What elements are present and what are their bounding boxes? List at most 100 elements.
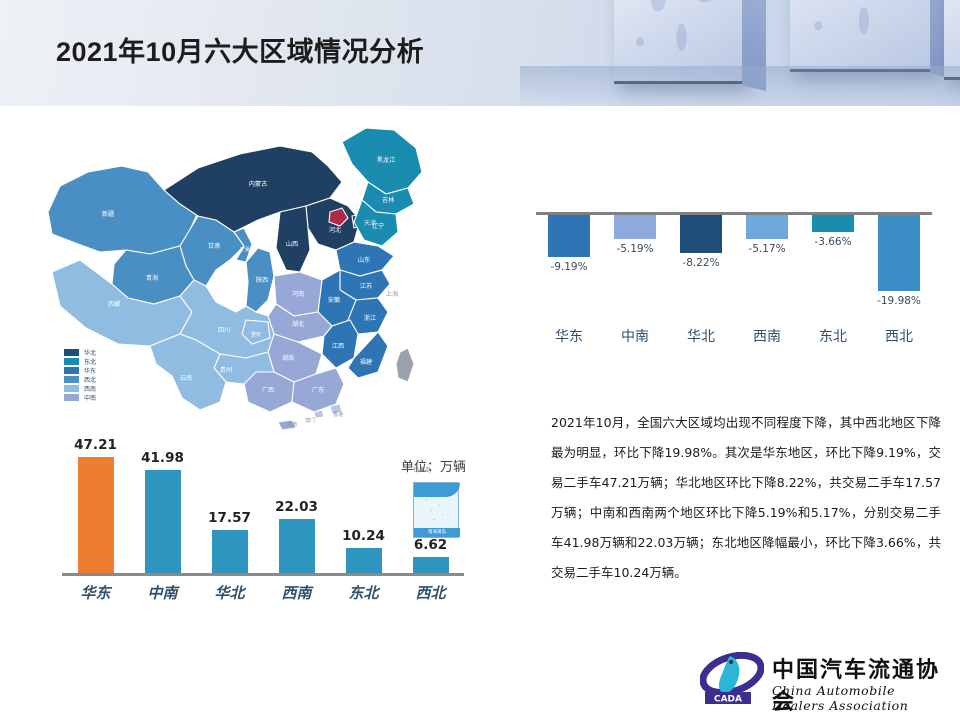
south-china-sea-inset: 南海诸岛 (413, 482, 460, 538)
map-label-guangxi: 广西 (262, 386, 274, 394)
map-label-tibet: 西藏 (108, 300, 120, 308)
volume-category-label: 东北 (348, 584, 379, 602)
slide-header: 2021年10月六大区域情况分析 (0, 0, 960, 106)
map-label-yunnan: 云南 (180, 374, 192, 382)
province-chongqing (241, 319, 271, 345)
mom-change-chart: -9.19% -5.19% -8.22% -5.17% -3.66% -19.9… (528, 196, 940, 346)
cube-world-map-texture (790, 0, 932, 69)
mom-bar[interactable] (878, 215, 920, 291)
province-hainan (277, 419, 297, 430)
volume-category-label: 西北 (415, 584, 446, 602)
legend-item: 华北 (64, 348, 96, 357)
map-label-guangdong: 广东 (312, 386, 324, 394)
mom-bar-value: -5.19% (616, 243, 654, 255)
map-label-shanxi: 山西 (286, 240, 298, 248)
mom-bar-group: -5.17% (734, 215, 800, 319)
mom-bar[interactable] (680, 215, 722, 253)
map-label-shandong: 山东 (358, 256, 370, 264)
map-label-guizhou: 贵州 (220, 366, 232, 374)
legend-label: 华北 (84, 349, 97, 357)
volume-bar-value: 41.98 (141, 450, 184, 466)
legend-label: 华东 (84, 367, 97, 375)
legend-item: 中南 (64, 393, 96, 402)
volume-bar[interactable] (144, 470, 181, 573)
decorative-cube-icon (790, 0, 954, 79)
legend-swatch-icon (64, 348, 79, 356)
map-label-heilongjiang: 黑龙江 (377, 156, 396, 164)
province-jiangxi (321, 319, 359, 369)
mom-bar[interactable] (614, 215, 656, 239)
legend-swatch-icon (64, 376, 79, 384)
mom-bar-group: -5.19% (602, 215, 668, 319)
volume-bar-group: 41.98 (129, 450, 196, 573)
volume-bar-value: 10.24 (342, 528, 385, 544)
map-label-hongkong: 香港 (333, 411, 343, 418)
mom-bar[interactable] (548, 215, 590, 257)
volume-category-label: 华北 (214, 584, 245, 602)
map-label-gansu: 甘肃 (208, 242, 220, 250)
volume-bar-value: 22.03 (275, 499, 318, 515)
province-shanxi (275, 205, 311, 273)
cube-world-map-texture (944, 0, 960, 77)
cada-abbr-text: CADA (714, 695, 742, 705)
map-label-shanghai: 上海 (386, 290, 398, 298)
volume-bar[interactable] (412, 557, 449, 573)
map-label-hubei: 湖北 (292, 320, 305, 328)
mom-bar-group: -19.98% (866, 215, 932, 319)
legend-label: 中南 (84, 395, 97, 403)
mom-bar-value: -3.66% (814, 236, 852, 248)
mom-category-label: 华北 (687, 329, 715, 345)
map-label-sichuan: 四川 (218, 327, 230, 334)
mom-category-label: 东北 (819, 329, 847, 345)
legend-item: 华东 (64, 366, 96, 375)
map-label-jilin: 吉林 (382, 196, 394, 204)
china-region-map: 新疆 甘肃 青海 宁夏 陕西 内蒙古 河北 山西 天津 黑龙江 吉林 辽宁 山东… (30, 120, 460, 538)
province-fujian (347, 331, 389, 379)
map-label-qinghai: 青海 (146, 274, 158, 282)
map-label-shaanxi: 陕西 (256, 276, 268, 284)
volume-bar-value: 47.21 (74, 437, 117, 453)
map-label-hebei: 河北 (329, 226, 342, 234)
mom-bar[interactable] (812, 215, 854, 232)
decorative-cube-icon (944, 0, 960, 80)
map-label-hainan: 海南 (287, 421, 297, 428)
mom-category-label: 中南 (621, 329, 649, 345)
volume-category-label: 西南 (281, 584, 312, 602)
province-shaanxi (245, 247, 275, 313)
map-label-hunan: 湖南 (282, 354, 294, 362)
volume-bar[interactable] (278, 519, 315, 573)
volume-chart: 单位：万辆 47.21 41.98 17.57 22.03 10.24 (52, 437, 472, 620)
map-label-zhejiang: 浙江 (364, 314, 376, 322)
volume-chart-bars: 47.21 41.98 17.57 22.03 10.24 6.62 (62, 437, 464, 573)
mom-category-label: 西北 (885, 329, 913, 345)
map-label-chongqing: 重庆 (251, 331, 261, 338)
legend-item: 西北 (64, 375, 96, 384)
volume-bar-group: 17.57 (196, 450, 263, 573)
mom-bar-group: -8.22% (668, 215, 734, 319)
volume-bar-group: 10.24 (330, 450, 397, 573)
province-hongkong (329, 403, 343, 415)
legend-swatch-icon (64, 385, 79, 393)
mom-bar-group: -9.19% (536, 215, 602, 319)
map-label-henan: 河南 (292, 290, 304, 298)
volume-bar[interactable] (211, 530, 248, 573)
volume-chart-category-labels: 华东 中南 华北 西南 东北 西北 (62, 582, 464, 603)
city-beijing-highlight (328, 207, 349, 227)
legend-swatch-icon (64, 366, 79, 374)
map-label-tianjin: 天津 (364, 219, 376, 227)
cada-logo: CADA 中国汽车流通协会 China Automobile Dealers A… (700, 648, 950, 715)
map-province-labels: 新疆 甘肃 青海 宁夏 陕西 内蒙古 河北 山西 天津 黑龙江 吉林 辽宁 山东… (102, 156, 398, 428)
province-yunnan (149, 333, 227, 411)
mom-bar[interactable] (746, 215, 788, 239)
volume-bar[interactable] (77, 457, 114, 573)
mom-bar-value: -5.17% (748, 243, 786, 255)
mom-chart-axis-line (536, 212, 932, 215)
map-label-jiangxi: 江西 (332, 343, 344, 350)
mom-bar-value: -9.19% (550, 261, 588, 273)
map-legend: 华北 东北 华东 西北 西南 中南 (64, 348, 96, 403)
legend-label: 东北 (84, 358, 97, 366)
province-guangxi (243, 371, 295, 413)
volume-bar[interactable] (345, 548, 382, 573)
map-label-jiangsu: 江苏 (360, 282, 372, 290)
cada-emblem-icon: CADA (700, 652, 764, 705)
